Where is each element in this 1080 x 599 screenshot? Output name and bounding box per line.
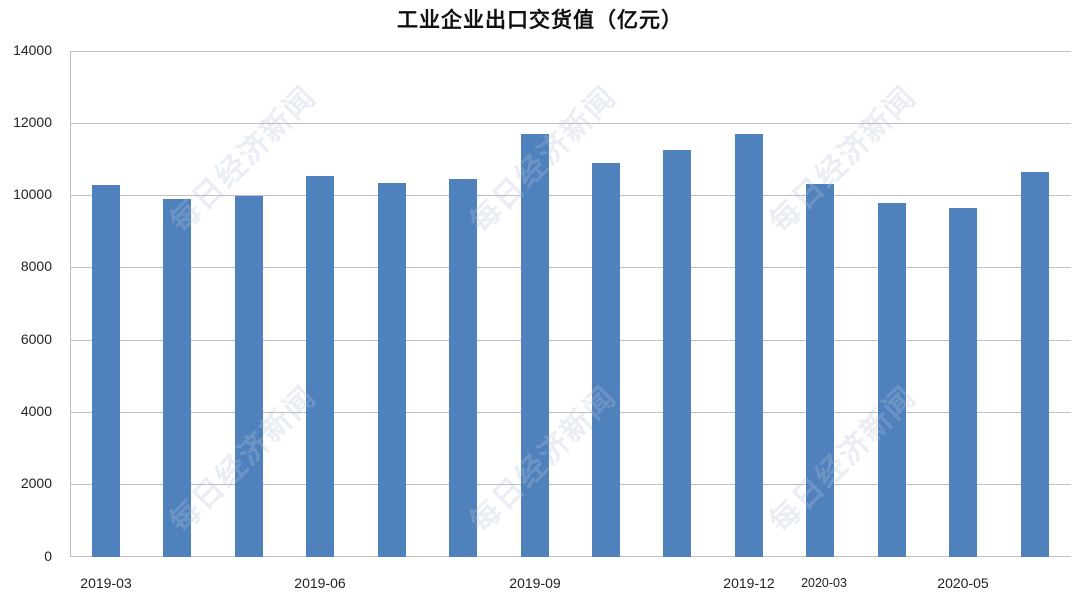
x-tick-label: 2020-05 xyxy=(937,575,989,591)
y-tick-label: 2000 xyxy=(20,475,52,491)
bar-2019-10 xyxy=(592,163,620,557)
bar-2020-04 xyxy=(877,203,906,557)
y-tick-label: 10000 xyxy=(13,186,52,202)
bar-2020-06 xyxy=(1020,172,1049,557)
y-tick-label: 14000 xyxy=(13,42,52,58)
gridline-4000 xyxy=(70,412,1071,413)
x-tick-label: 2020-03 xyxy=(801,576,847,590)
bar-2019-08 xyxy=(449,179,478,557)
x-tick-label: 2019-03 xyxy=(80,575,132,591)
gridline-12000 xyxy=(70,123,1071,124)
bar-2019-07 xyxy=(377,182,406,557)
y-tick-label: 6000 xyxy=(20,331,52,347)
gridline-6000 xyxy=(70,340,1071,341)
y-tick-label: 0 xyxy=(44,548,52,564)
bar-2019-06 xyxy=(306,175,335,557)
chart-title: 工业企业出口交货值（亿元） xyxy=(397,7,683,32)
bar-2020-03 xyxy=(806,184,835,557)
y-tick-label: 12000 xyxy=(13,114,52,130)
y-tick-label: 8000 xyxy=(20,258,52,274)
x-tick-label: 2019-09 xyxy=(509,575,561,591)
gridline-8000 xyxy=(70,267,1071,268)
bar-2019-05 xyxy=(234,195,263,557)
x-tick-label: 2019-12 xyxy=(723,575,775,591)
gridline-14000 xyxy=(70,51,1071,52)
bar-2019-03 xyxy=(92,185,120,557)
gridline-10000 xyxy=(70,195,1071,196)
bar-2019-12 xyxy=(734,134,763,557)
y-tick-label: 4000 xyxy=(20,403,52,419)
bar-2020-05 xyxy=(949,208,978,557)
bar-2019-09 xyxy=(520,134,549,557)
bar-2019-11 xyxy=(663,150,692,557)
gridline-2000 xyxy=(70,484,1071,485)
bar-2019-04 xyxy=(163,199,192,557)
x-tick-label: 2019-06 xyxy=(294,575,346,591)
plot-area xyxy=(70,51,1071,557)
